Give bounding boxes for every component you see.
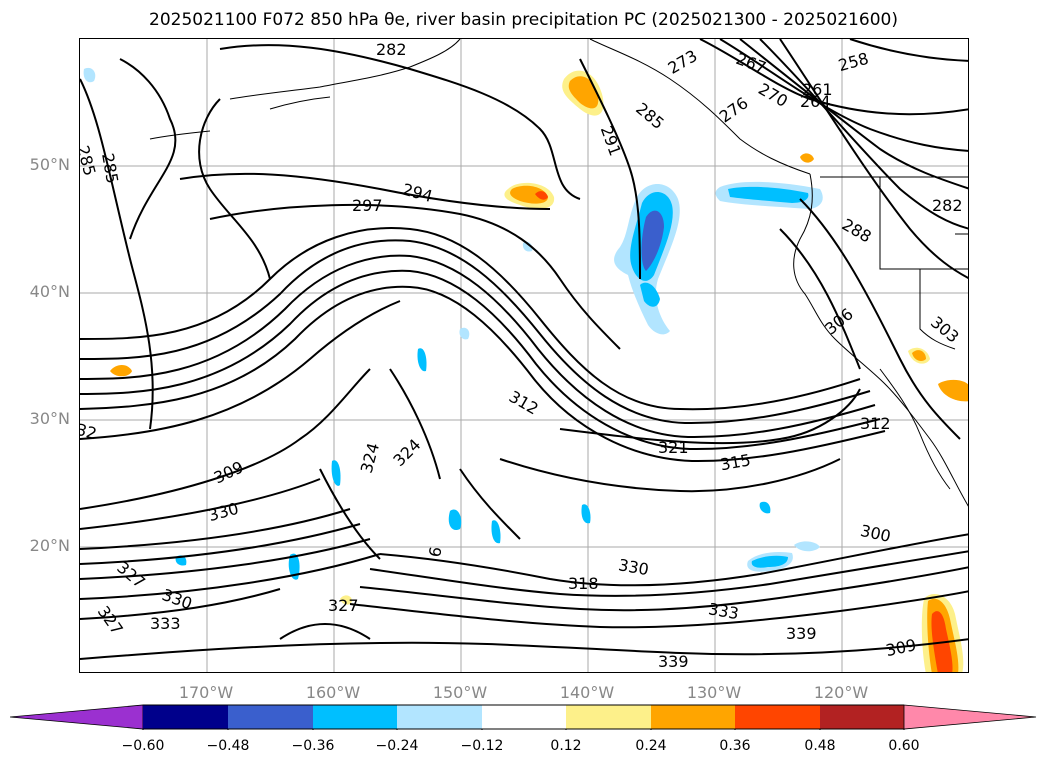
contour-label: 300 — [859, 521, 893, 546]
colorbar-segment — [903, 704, 1037, 730]
contour-label: 258 — [836, 49, 870, 75]
contour-label: 312 — [506, 387, 542, 419]
colorbar-tick-label: −0.12 — [460, 738, 504, 754]
precip-shading — [83, 67, 968, 672]
contour-label: 285 — [98, 152, 122, 185]
colorbar-segment — [10, 704, 144, 730]
lon-label-150w: 150°W — [432, 683, 488, 702]
coastlines — [149, 39, 968, 507]
contour-label: 309 — [211, 457, 247, 487]
lon-label-140w: 140°W — [559, 683, 615, 702]
contour-label: 324 — [389, 435, 424, 470]
contour-label: 288 — [839, 215, 875, 247]
contour-label: 333 — [707, 599, 740, 623]
colorbar-tick-label: 0.24 — [635, 738, 667, 754]
map-title: 2025021100 F072 850 hPa θe, river basin … — [149, 10, 898, 30]
contour-label: 327 — [94, 602, 127, 638]
contour-label: 282 — [932, 196, 963, 215]
contour-label: 273 — [665, 46, 701, 78]
contour-label: 6 — [425, 545, 445, 558]
contour-label: 282 — [376, 40, 407, 59]
contour-label: 291 — [597, 123, 625, 158]
colorbar-tick-label: −0.60 — [121, 738, 165, 754]
colorbar-segment — [566, 705, 651, 729]
contour-label: 261 — [802, 80, 833, 99]
colorbar-segment — [651, 705, 735, 729]
map-canvas: 282 285 285 297 294 291 285 258 267 270 … — [80, 39, 968, 672]
contour-label: 306 — [821, 304, 857, 338]
contour-label: 297 — [352, 196, 383, 215]
colorbar-segment — [313, 705, 397, 729]
contour-label: 339 — [658, 652, 689, 671]
colorbar-tick-label: −0.48 — [206, 738, 250, 754]
lon-label-130w: 130°W — [686, 683, 742, 702]
colorbar-tick-label: −0.36 — [291, 738, 335, 754]
lat-label-30n: 30°N — [29, 409, 70, 428]
contour-label: 324 — [357, 441, 383, 475]
colorbar-segment — [397, 705, 482, 729]
contour-label: 264 — [800, 92, 831, 111]
colorbar-tick-label: 0.36 — [719, 738, 751, 754]
colorbar-tick-label: −0.24 — [375, 738, 419, 754]
colorbar-segment — [735, 705, 820, 729]
colorbar-segment — [143, 705, 228, 729]
colorbar-tick-label: 0.12 — [550, 738, 582, 754]
lon-label-120w: 120°W — [813, 683, 869, 702]
contour-label: 330 — [206, 499, 240, 525]
contour-label: 276 — [716, 93, 752, 126]
colorbar-segment — [482, 705, 566, 729]
contour-label: 270 — [755, 79, 791, 111]
contour-label: 303 — [927, 312, 963, 346]
colorbar-ticks — [142, 729, 905, 730]
contour-label: 267 — [734, 49, 769, 77]
contour-label: 330 — [617, 555, 650, 579]
contour-label-group: 282 285 285 297 294 291 285 258 267 270 … — [80, 40, 963, 671]
lat-label-50n: 50°N — [29, 155, 70, 174]
contour-label: 32 — [80, 420, 99, 444]
contour-label: 330 — [160, 585, 195, 613]
colorbar — [10, 704, 1037, 730]
theta-e-contours — [80, 39, 968, 660]
contour-label: 318 — [568, 574, 599, 593]
contour-label: 294 — [400, 180, 434, 206]
contour-label: 309 — [884, 635, 918, 660]
graticule — [80, 39, 968, 672]
colorbar-segment — [228, 705, 313, 729]
colorbar-tick-label: 0.60 — [888, 738, 920, 754]
contour-label: 285 — [80, 143, 100, 177]
lon-label-170w: 170°W — [178, 683, 234, 702]
lon-label-160w: 160°W — [305, 683, 361, 702]
map-panel[interactable]: 282 285 285 297 294 291 285 258 267 270 … — [79, 38, 969, 673]
lat-label-20n: 20°N — [29, 536, 70, 555]
contour-label: 321 — [658, 438, 689, 457]
colorbar-segment — [820, 705, 904, 729]
colorbar-tick-label: 0.48 — [804, 738, 836, 754]
contour-label: 339 — [786, 624, 817, 643]
lat-label-40n: 40°N — [29, 282, 70, 301]
contour-label: 312 — [860, 414, 891, 433]
contour-label: 315 — [719, 450, 752, 474]
contour-label: 333 — [150, 614, 181, 633]
contour-label: 327 — [328, 596, 359, 615]
contour-label: 285 — [632, 99, 668, 133]
